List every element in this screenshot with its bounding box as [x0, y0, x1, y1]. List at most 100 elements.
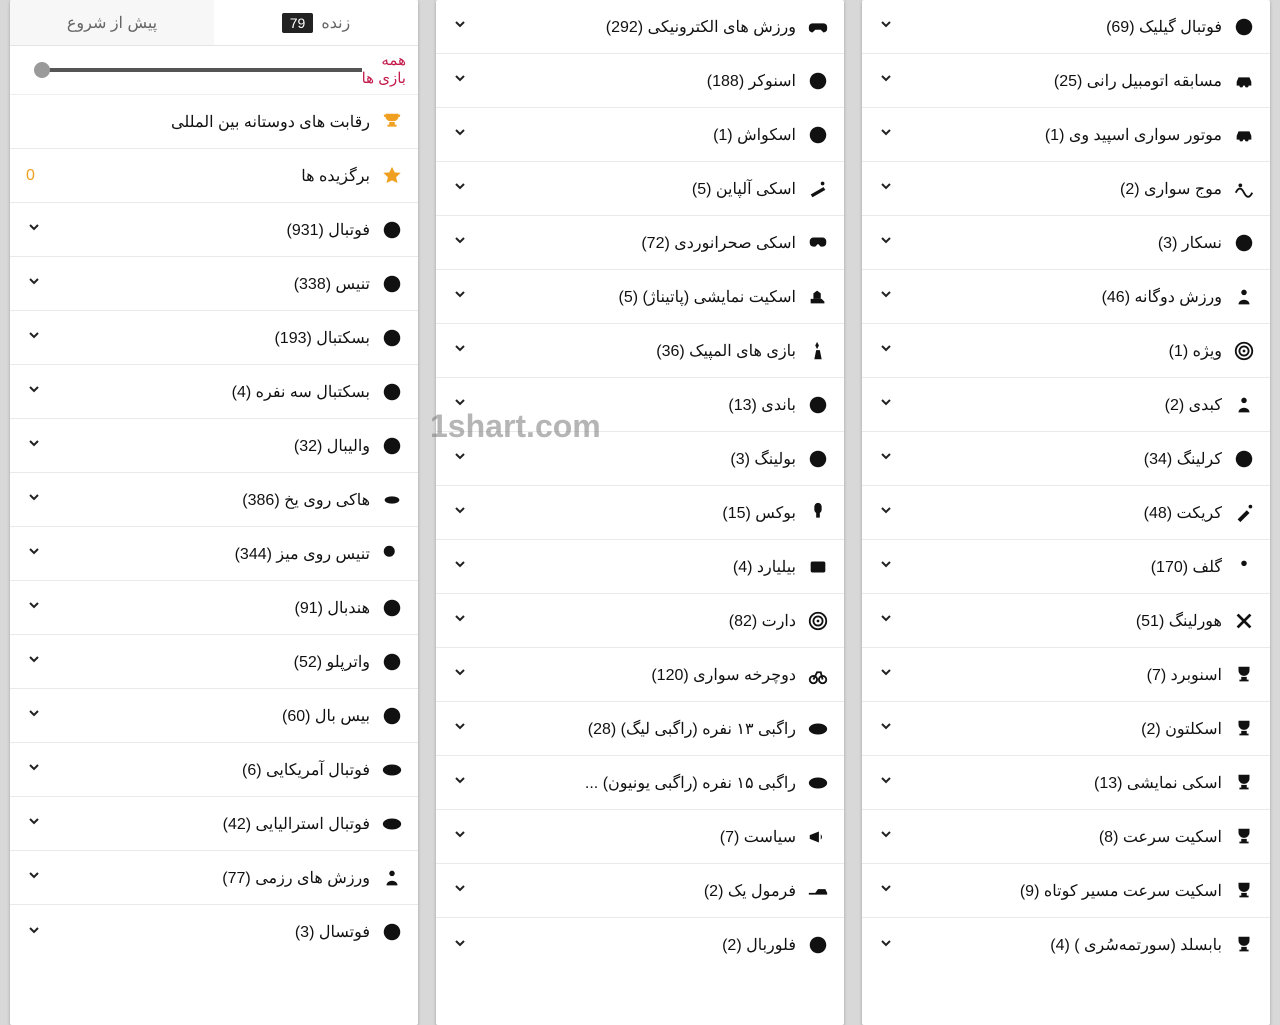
tennis-icon: [380, 272, 404, 296]
bowling-icon: [806, 447, 830, 471]
sport-item[interactable]: برگزیده ها 0: [10, 149, 418, 203]
chevron-down-icon: [26, 327, 42, 348]
chevron-down-icon: [878, 880, 894, 901]
sport-item[interactable]: فلوربال (2): [436, 918, 844, 972]
sport-item-label: واترپلو (52): [294, 652, 370, 672]
sport-item[interactable]: تنیس (338): [10, 257, 418, 311]
sport-item[interactable]: مسابقه اتومبیل رانی (25): [862, 54, 1270, 108]
sport-item[interactable]: اسکی صحرانوردی (72): [436, 216, 844, 270]
sport-item[interactable]: هورلینگ (51): [862, 594, 1270, 648]
sport-item[interactable]: راگبی ۱۵ نفره (راگبی یونیون) ...: [436, 756, 844, 810]
chevron-down-icon: [452, 935, 468, 956]
sport-item[interactable]: فوتبال آمریکایی (6): [10, 743, 418, 797]
favorites-count: 0: [26, 167, 35, 185]
chevron-down-icon: [878, 826, 894, 847]
xcski-icon: [806, 231, 830, 255]
sport-item[interactable]: فوتسال (3): [10, 905, 418, 959]
sport-item[interactable]: بوکس (15): [436, 486, 844, 540]
sport-item-label: هاکی روی یخ (386): [242, 490, 370, 510]
sport-item[interactable]: بیلیارد (4): [436, 540, 844, 594]
chevron-down-icon: [878, 772, 894, 793]
chevron-down-icon: [452, 826, 468, 847]
chevron-down-icon: [452, 610, 468, 631]
olympic-icon: [806, 339, 830, 363]
sport-item-label: برگزیده ها: [301, 166, 370, 186]
tab-live[interactable]: زنده 79: [214, 0, 418, 45]
biathlon-icon: [1232, 285, 1256, 309]
sport-item[interactable]: سیاست (7): [436, 810, 844, 864]
star-icon: [380, 164, 404, 188]
sport-item[interactable]: اسکی آلپاین (5): [436, 162, 844, 216]
sport-item[interactable]: کریکت (48): [862, 486, 1270, 540]
sport-item-label: ورزش های رزمی (77): [222, 868, 370, 888]
cup-icon: [1232, 879, 1256, 903]
sport-item-label: فوتبال گیلیک (69): [1106, 17, 1222, 37]
gaelic-icon: [1232, 15, 1256, 39]
sport-item[interactable]: نسکار (3): [862, 216, 1270, 270]
chevron-down-icon: [452, 772, 468, 793]
tab-prestart[interactable]: پیش از شروع: [10, 0, 214, 45]
sport-item[interactable]: اسکلتون (2): [862, 702, 1270, 756]
kabaddi-icon: [1232, 393, 1256, 417]
sport-item-label: راگبی ۱۳ نفره (راگبی لیگ) (28): [588, 719, 796, 739]
sport-item-label: بیلیارد (4): [733, 557, 796, 577]
sport-item[interactable]: فرمول یک (2): [436, 864, 844, 918]
sport-item[interactable]: کرلینگ (34): [862, 432, 1270, 486]
racing-icon: [1232, 69, 1256, 93]
chevron-down-icon: [878, 340, 894, 361]
waterpolo-icon: [380, 650, 404, 674]
sport-item[interactable]: دارت (82): [436, 594, 844, 648]
sport-item[interactable]: دوچرخه سواری (120): [436, 648, 844, 702]
chevron-down-icon: [452, 178, 468, 199]
sport-item[interactable]: بولینگ (3): [436, 432, 844, 486]
sport-item[interactable]: اسکیت نمایشی (پاتیناژ) (5): [436, 270, 844, 324]
sport-item-label: رقابت های دوستانه بین المللی: [171, 112, 370, 132]
sport-item[interactable]: هندبال (91): [10, 581, 418, 635]
sport-item[interactable]: اسکیت سرعت (8): [862, 810, 1270, 864]
sport-item[interactable]: والیبال (32): [10, 419, 418, 473]
sport-item[interactable]: بیس بال (60): [10, 689, 418, 743]
sport-item-label: والیبال (32): [294, 436, 370, 456]
boxing-icon: [806, 501, 830, 525]
tabs: پیش از شروع زنده 79: [10, 0, 418, 46]
sport-item[interactable]: اسکیت سرعت مسیر کوتاه (9): [862, 864, 1270, 918]
sport-item[interactable]: موتور سواری اسپید وی (1): [862, 108, 1270, 162]
chevron-down-icon: [452, 286, 468, 307]
sport-item[interactable]: ویژه (1): [862, 324, 1270, 378]
sport-item[interactable]: رقابت های دوستانه بین المللی: [10, 95, 418, 149]
sport-item[interactable]: فوتبال استرالیایی (42): [10, 797, 418, 851]
sport-item[interactable]: بسکتبال (193): [10, 311, 418, 365]
mma-icon: [380, 866, 404, 890]
sport-item[interactable]: اسکی نمایشی (13): [862, 756, 1270, 810]
sport-item[interactable]: بازی های المپیک (36): [436, 324, 844, 378]
sport-item[interactable]: ورزش های رزمی (77): [10, 851, 418, 905]
sport-item-label: بازی های المپیک (36): [656, 341, 796, 361]
cup-icon: [1232, 933, 1256, 957]
sport-item-label: کریکت (48): [1144, 503, 1222, 523]
sport-item[interactable]: اسکواش (1): [436, 108, 844, 162]
sport-item[interactable]: اسنوبرد (7): [862, 648, 1270, 702]
sport-item[interactable]: واترپلو (52): [10, 635, 418, 689]
sport-item[interactable]: هاکی روی یخ (386): [10, 473, 418, 527]
filter-slider[interactable]: [36, 68, 362, 72]
sport-item-label: اسکیت نمایشی (پاتیناژ) (5): [619, 287, 796, 307]
sport-item[interactable]: بسکتبال سه نفره (4): [10, 365, 418, 419]
sport-item[interactable]: گلف (170): [862, 540, 1270, 594]
sport-item-label: اسکیت سرعت مسیر کوتاه (9): [1020, 881, 1222, 901]
chevron-down-icon: [26, 651, 42, 672]
sport-item[interactable]: باندی (13): [436, 378, 844, 432]
sport-item[interactable]: فوتبال (931): [10, 203, 418, 257]
sport-item-label: بابسلد (سورتمه‌سُری ) (4): [1050, 935, 1222, 955]
filter-slider-thumb[interactable]: [34, 62, 50, 78]
sport-item[interactable]: تنیس روی میز (344): [10, 527, 418, 581]
sport-item[interactable]: ورزش دوگانه (46): [862, 270, 1270, 324]
chevron-down-icon: [452, 340, 468, 361]
sport-item[interactable]: اسنوکر (188): [436, 54, 844, 108]
sport-item[interactable]: بابسلد (سورتمه‌سُری ) (4): [862, 918, 1270, 972]
sport-item[interactable]: راگبی ۱۳ نفره (راگبی لیگ) (28): [436, 702, 844, 756]
filter-row: همه بازی ها: [10, 46, 418, 95]
sport-item[interactable]: موج سواری (2): [862, 162, 1270, 216]
sport-item[interactable]: ورزش های الکترونیکی (292): [436, 0, 844, 54]
sport-item[interactable]: فوتبال گیلیک (69): [862, 0, 1270, 54]
sport-item[interactable]: کبدی (2): [862, 378, 1270, 432]
